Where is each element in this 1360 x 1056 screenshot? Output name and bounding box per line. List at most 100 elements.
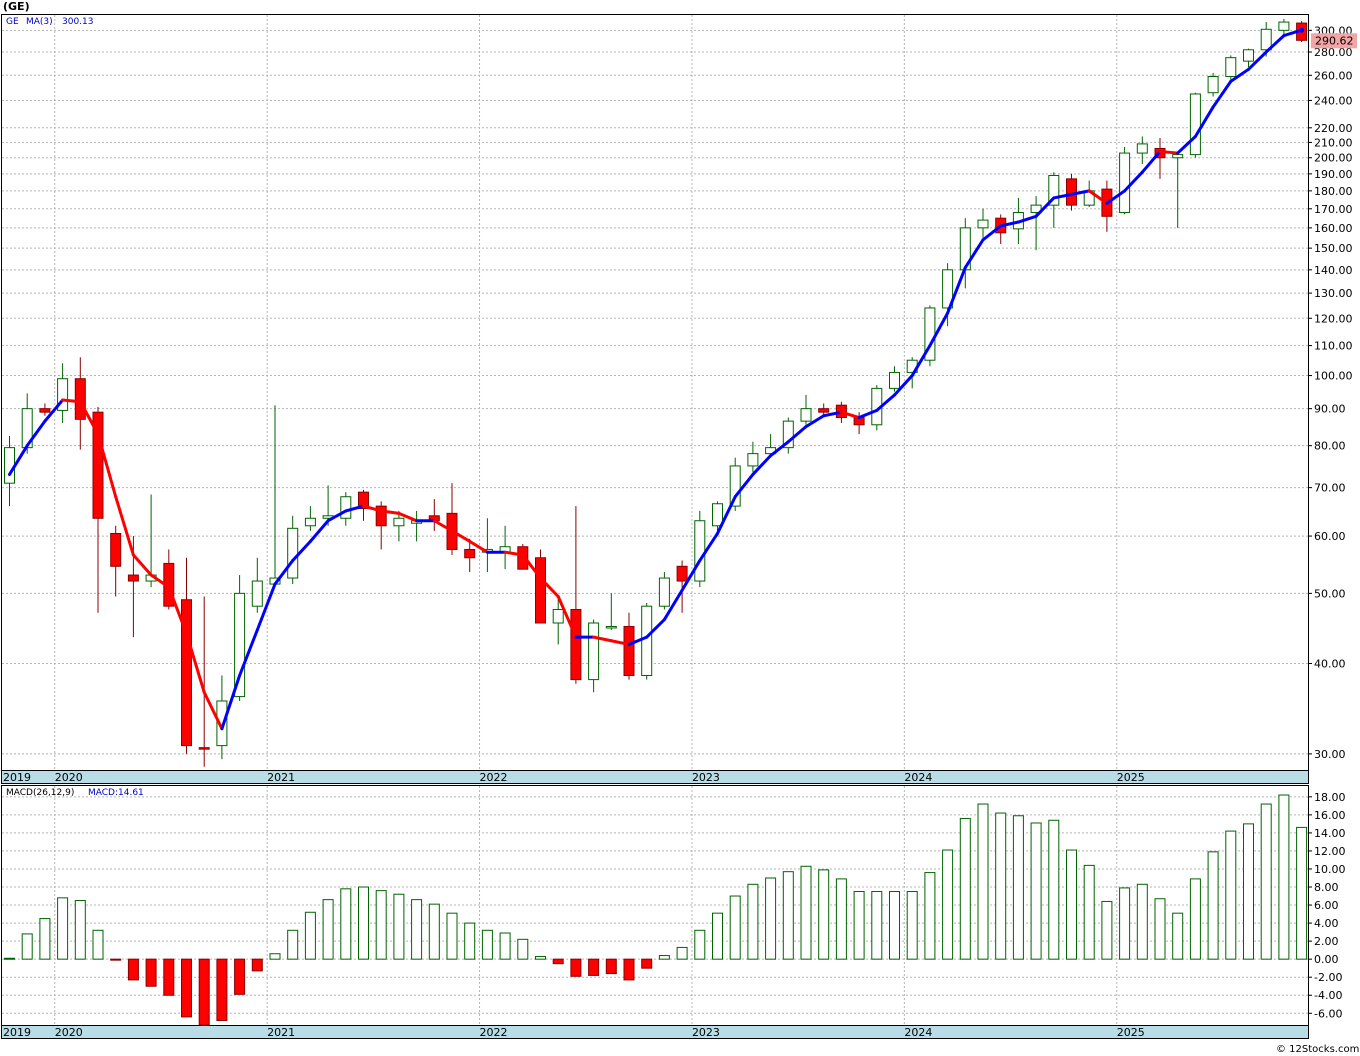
candle-body bbox=[1278, 21, 1290, 31]
ma-segment bbox=[379, 509, 401, 515]
macd-bar bbox=[694, 929, 706, 960]
ma-segment bbox=[1158, 150, 1180, 155]
price-y-tick-label: 240.00 bbox=[1314, 94, 1353, 107]
ma-segment bbox=[1070, 189, 1091, 196]
chart-title: (GE) bbox=[3, 0, 30, 13]
ma-segment bbox=[238, 628, 259, 677]
macd-bar bbox=[21, 933, 33, 960]
candle-body bbox=[641, 605, 653, 676]
candle-body bbox=[605, 625, 617, 629]
macd-y-tick-label: 12.00 bbox=[1314, 845, 1346, 858]
ma-segment bbox=[893, 374, 914, 397]
ma-segment bbox=[822, 410, 843, 418]
price-x-tick-label: 2020 bbox=[55, 771, 83, 784]
ma-segment bbox=[202, 690, 224, 731]
price-x-tick-label: 2024 bbox=[904, 771, 932, 784]
price-y-tick-label: 180.00 bbox=[1314, 185, 1353, 198]
candle-body bbox=[535, 557, 546, 624]
watermark: © 12Stocks.com bbox=[1276, 1044, 1359, 1055]
ma-segment bbox=[185, 632, 206, 694]
candle-body bbox=[92, 411, 104, 519]
ma-segment bbox=[539, 576, 560, 599]
candle-body bbox=[4, 447, 15, 484]
macd-bar bbox=[464, 922, 476, 960]
macd-panel: -6.00 -4.00 -2.00 0.00 2.00 4.00 6.00 8.00 10.00… bbox=[1, 785, 1346, 1039]
macd-bar bbox=[800, 865, 812, 960]
macd-bar bbox=[304, 911, 316, 960]
ma-segment bbox=[8, 444, 29, 476]
ma-segment bbox=[733, 472, 755, 499]
macd-bar bbox=[1066, 849, 1077, 960]
legend-ma-label: MA(3) bbox=[26, 17, 53, 27]
ma-segment bbox=[25, 419, 47, 448]
macd-bar bbox=[835, 878, 847, 960]
price-y-tick-label: 120.00 bbox=[1314, 312, 1353, 325]
macd-bar bbox=[853, 891, 865, 960]
price-x-tick-label: 2019 bbox=[3, 771, 31, 784]
candle-body bbox=[570, 608, 582, 681]
ma-segment bbox=[149, 573, 171, 589]
macd-bar bbox=[623, 958, 635, 981]
last-price-marker: 290.62 bbox=[1311, 33, 1357, 49]
price-y-tick-label: 110.00 bbox=[1314, 340, 1353, 353]
macd-legend-value: MACD:14.61 bbox=[88, 788, 144, 798]
price-x-tick-label: 2022 bbox=[480, 771, 508, 784]
ma-segment bbox=[167, 585, 188, 636]
price-x-axis-strip bbox=[1, 770, 1309, 784]
macd-bar bbox=[676, 946, 688, 960]
macd-bar bbox=[747, 883, 759, 960]
ma-segment bbox=[432, 519, 454, 533]
ma-segment bbox=[43, 398, 65, 423]
price-y-tick-label: 60.00 bbox=[1314, 530, 1346, 543]
macd-bar bbox=[712, 912, 723, 960]
candle-body bbox=[729, 465, 741, 507]
macd-bar bbox=[959, 817, 971, 960]
ma-segment bbox=[981, 224, 1003, 242]
candle-body bbox=[216, 700, 228, 747]
macd-y-tick-label: 4.00 bbox=[1314, 917, 1339, 930]
macd-bar bbox=[782, 871, 794, 960]
macd-bar bbox=[446, 912, 458, 960]
ma-segment bbox=[875, 393, 896, 412]
macd-bar bbox=[1012, 815, 1024, 960]
macd-bar bbox=[393, 893, 405, 960]
ma-segment bbox=[291, 539, 312, 563]
price-gridlines bbox=[2, 15, 1308, 770]
macd-x-axis-strip bbox=[1, 1025, 1309, 1039]
macd-bar bbox=[481, 929, 493, 960]
macd-x-tick-label: 2022 bbox=[480, 1026, 508, 1039]
macd-bar bbox=[181, 958, 192, 1018]
ma-segment bbox=[592, 635, 613, 643]
ma-segment bbox=[910, 344, 932, 378]
macd-bar bbox=[889, 891, 900, 960]
macd-bar bbox=[39, 918, 51, 960]
macd-y-tick-label: 2.00 bbox=[1314, 935, 1339, 948]
ma-segment bbox=[1052, 192, 1073, 200]
ma-segment bbox=[78, 400, 100, 436]
price-y-tick-label: 190.00 bbox=[1314, 168, 1353, 181]
ma-segment bbox=[1016, 214, 1038, 224]
macd-bar bbox=[1296, 826, 1308, 960]
ma-segment bbox=[1193, 105, 1215, 138]
ma-segment bbox=[220, 673, 242, 731]
ma-segment bbox=[1123, 170, 1144, 193]
macd-bar bbox=[924, 872, 936, 960]
price-plot-frame bbox=[1, 14, 1309, 771]
macd-bar bbox=[110, 958, 122, 961]
ma-segment bbox=[946, 266, 967, 315]
candle-body bbox=[1048, 175, 1060, 206]
candle-body bbox=[251, 580, 263, 607]
price-y-tick-label: 210.00 bbox=[1314, 136, 1353, 149]
price-y-tick-label: 220.00 bbox=[1314, 122, 1353, 135]
ma-segment bbox=[609, 639, 631, 646]
candle-body bbox=[552, 608, 564, 624]
macd-bar bbox=[517, 938, 529, 960]
ma-segment bbox=[680, 559, 702, 592]
ma-segment bbox=[1264, 34, 1286, 54]
ma-segment bbox=[698, 531, 719, 563]
ma-segment bbox=[716, 495, 737, 535]
macd-bar bbox=[995, 812, 1007, 960]
ma-segment bbox=[503, 550, 525, 557]
candle-body bbox=[358, 491, 369, 510]
